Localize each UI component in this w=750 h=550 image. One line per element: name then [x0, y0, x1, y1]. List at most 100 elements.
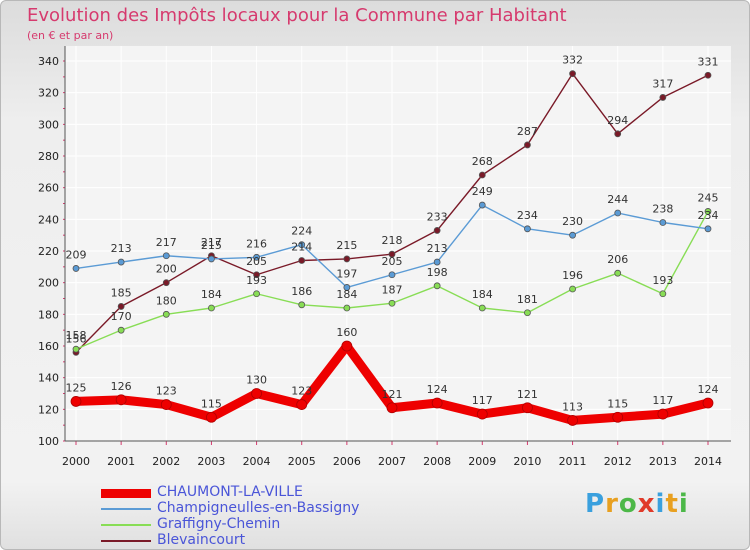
y-tick-label: 120 [38, 403, 59, 416]
x-tick-label: 2014 [694, 455, 722, 468]
data-label-4: 268 [472, 155, 493, 168]
data-label-4: 217 [201, 236, 222, 249]
data-label-3: 193 [652, 274, 673, 287]
data-point-1 [657, 408, 669, 420]
x-tick-label: 2007 [378, 455, 406, 468]
data-label-2: 216 [246, 237, 267, 250]
y-tick-label: 160 [38, 340, 59, 353]
y-tick-label: 240 [38, 213, 59, 226]
data-label-2: 234 [517, 209, 538, 222]
y-tick-label: 220 [38, 245, 59, 258]
data-label-4: 294 [607, 114, 628, 127]
data-label-1: 123 [156, 385, 177, 398]
data-point-3 [704, 208, 712, 215]
legend-label: Blevaincourt [157, 532, 246, 548]
data-label-3: 184 [336, 288, 357, 301]
data-point-2 [478, 201, 486, 209]
data-point-3 [388, 299, 396, 307]
y-tick-label: 180 [38, 308, 59, 321]
data-point-3 [72, 345, 80, 353]
data-point-4 [614, 130, 622, 138]
data-point-4 [569, 70, 576, 78]
legend-item-4: Blevaincourt [101, 533, 401, 549]
x-tick-label: 2012 [604, 455, 632, 468]
data-point-2 [614, 209, 622, 217]
data-label-2: 209 [66, 248, 87, 261]
data-point-1 [251, 388, 262, 399]
data-point-2 [298, 241, 306, 249]
series-layer [70, 70, 714, 426]
data-label-3: 206 [607, 253, 628, 266]
data-point-3 [298, 301, 306, 309]
data-label-1: 125 [66, 381, 87, 394]
x-tick-label: 2008 [423, 455, 451, 468]
data-point-1 [567, 415, 578, 426]
data-point-2 [704, 225, 712, 233]
legend-label: Champigneulles-en-Bassigny [157, 500, 360, 516]
data-label-3: 193 [246, 274, 267, 287]
x-tick-label: 2003 [197, 455, 225, 468]
legend-item-3: Graffigny-Chemin [101, 517, 401, 533]
legend-swatch [101, 508, 151, 510]
data-point-1 [341, 340, 353, 352]
data-point-3 [433, 282, 441, 290]
data-label-3: 180 [156, 294, 177, 307]
data-label-3: 196 [562, 269, 583, 282]
data-label-2: 244 [607, 193, 628, 206]
data-point-4 [253, 271, 260, 279]
data-label-1: 121 [517, 388, 538, 401]
data-label-3: 184 [201, 288, 222, 301]
legend-swatch [101, 540, 151, 542]
y-tick-label: 280 [38, 150, 59, 163]
data-label-2: 249 [472, 185, 493, 198]
data-label-1: 160 [336, 326, 357, 339]
data-label-1: 124 [698, 383, 719, 396]
data-label-2: 213 [427, 242, 448, 255]
data-point-4 [388, 250, 396, 258]
data-label-4: 218 [382, 234, 403, 247]
chart-title: Evolution des Impôts locaux pour la Comm… [27, 5, 567, 26]
data-label-3: 184 [472, 288, 493, 301]
legend-swatch [101, 524, 151, 526]
data-point-2 [208, 255, 215, 263]
data-point-2 [343, 284, 351, 291]
data-point-4 [478, 171, 486, 179]
y-tick-label: 200 [38, 277, 59, 290]
y-tick-label: 320 [38, 87, 59, 100]
data-point-2 [569, 231, 576, 239]
proxiti-logo: Proxiti [585, 489, 689, 519]
data-label-2: 224 [291, 225, 312, 238]
data-point-4 [524, 141, 531, 149]
data-labels: 156 185 200 217 205 214 215 218 233 268 287 332 294 3… [66, 54, 719, 414]
data-point-3 [569, 285, 576, 293]
data-label-2: 238 [652, 203, 673, 216]
data-label-1: 130 [246, 374, 267, 387]
data-label-2: 234 [698, 209, 719, 222]
x-tick-label: 2001 [107, 455, 135, 468]
data-point-2 [433, 258, 441, 266]
legend-label: Graffigny-Chemin [157, 516, 281, 532]
data-point-3 [524, 309, 531, 317]
data-point-3 [478, 304, 486, 312]
data-point-4 [433, 227, 441, 234]
y-tick-label: 140 [38, 372, 59, 385]
data-point-4 [704, 71, 712, 79]
data-label-1: 115 [201, 397, 222, 410]
data-point-3 [117, 326, 125, 334]
data-label-4: 205 [246, 255, 267, 268]
data-point-3 [343, 304, 351, 312]
data-label-4: 156 [66, 332, 87, 345]
data-label-2: 215 [201, 239, 222, 252]
data-label-2: 213 [111, 242, 132, 255]
data-label-2: 217 [156, 236, 177, 249]
data-label-2: 205 [382, 255, 403, 268]
data-point-3 [659, 290, 667, 298]
data-point-1 [431, 397, 443, 409]
axes: 100 120 140 160 180 200 220 240 260 280 300 320 340 2… [38, 46, 731, 468]
data-point-2 [72, 265, 80, 272]
data-label-1: 117 [472, 394, 493, 407]
data-label-3: 158 [66, 329, 87, 342]
x-tick-label: 2002 [152, 455, 180, 468]
